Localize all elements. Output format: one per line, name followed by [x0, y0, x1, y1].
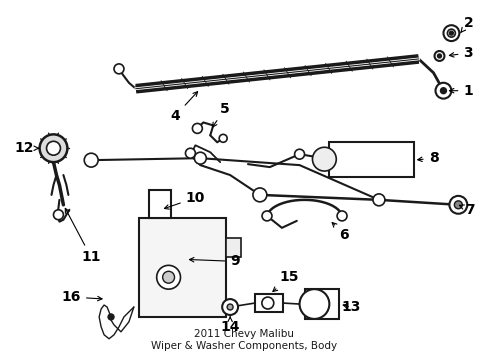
- Text: 16: 16: [61, 290, 102, 304]
- Text: 1: 1: [448, 84, 472, 98]
- Circle shape: [262, 297, 273, 309]
- Circle shape: [372, 194, 384, 206]
- Text: 15: 15: [272, 270, 299, 292]
- Text: 2011 Chevy Malibu
Wiper & Washer Components, Body: 2011 Chevy Malibu Wiper & Washer Compone…: [151, 329, 337, 351]
- Text: 2: 2: [460, 16, 472, 33]
- Circle shape: [262, 211, 271, 221]
- Circle shape: [222, 299, 238, 315]
- Text: 4: 4: [170, 92, 197, 122]
- Circle shape: [185, 148, 195, 158]
- Text: 11: 11: [65, 208, 101, 264]
- Bar: [328, 142, 413, 177]
- Text: 13: 13: [341, 300, 360, 314]
- Circle shape: [156, 265, 180, 289]
- Circle shape: [46, 141, 61, 155]
- Circle shape: [194, 152, 206, 164]
- Circle shape: [434, 51, 444, 61]
- Circle shape: [437, 54, 441, 58]
- Circle shape: [252, 188, 266, 202]
- Text: 12: 12: [14, 141, 39, 155]
- Circle shape: [440, 88, 446, 94]
- Circle shape: [312, 147, 336, 171]
- Text: 5: 5: [212, 102, 229, 127]
- Circle shape: [219, 134, 226, 142]
- Circle shape: [40, 134, 67, 162]
- Circle shape: [84, 153, 98, 167]
- Circle shape: [336, 211, 346, 221]
- Circle shape: [435, 83, 450, 99]
- Circle shape: [443, 25, 458, 41]
- Circle shape: [114, 64, 123, 74]
- Circle shape: [448, 31, 452, 35]
- Circle shape: [294, 149, 304, 159]
- Circle shape: [299, 289, 328, 319]
- Text: 14: 14: [220, 317, 240, 334]
- Text: 8: 8: [417, 151, 438, 165]
- Circle shape: [53, 210, 63, 220]
- Circle shape: [163, 271, 174, 283]
- Circle shape: [108, 314, 114, 320]
- Text: 9: 9: [189, 255, 240, 268]
- Circle shape: [447, 29, 454, 37]
- Bar: [148, 190, 170, 218]
- Circle shape: [453, 201, 461, 209]
- Text: 6: 6: [331, 222, 348, 242]
- Circle shape: [192, 123, 202, 133]
- Bar: [225, 238, 241, 257]
- Bar: [139, 218, 225, 317]
- Bar: [254, 294, 282, 312]
- Circle shape: [226, 304, 233, 310]
- Circle shape: [448, 196, 467, 214]
- Text: 10: 10: [164, 191, 204, 209]
- Text: 3: 3: [448, 46, 472, 60]
- Text: 7: 7: [459, 203, 474, 217]
- Bar: [304, 289, 339, 319]
